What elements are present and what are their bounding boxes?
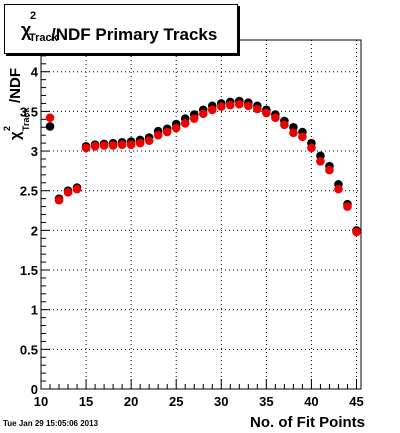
grid xyxy=(40,40,361,390)
data-point-red xyxy=(189,114,199,123)
data-point-red xyxy=(235,99,244,109)
data-point-red xyxy=(180,118,190,128)
data-point-red xyxy=(81,143,91,153)
data-point-red xyxy=(316,157,325,166)
data-point-red xyxy=(271,113,280,123)
y-tick-label: 2.5 xyxy=(20,184,38,199)
x-tick-label: 15 xyxy=(79,394,93,409)
data-point-red xyxy=(307,143,316,153)
y-tick-label: 2 xyxy=(31,223,38,238)
data-point-red xyxy=(253,104,262,114)
y-axis-title-rest: /NDF xyxy=(7,68,24,103)
data-point-red xyxy=(298,132,307,142)
data-point-red xyxy=(244,101,253,111)
y-axis-title-sub: Track xyxy=(21,106,31,131)
title-symbol-group: χ 2 Track xyxy=(21,10,58,44)
data-point-red xyxy=(325,165,334,175)
y-axis-title-symbol: χ xyxy=(7,131,24,140)
title-subscript: Track xyxy=(29,32,58,44)
y-tick-label: 0.5 xyxy=(20,342,38,357)
x-tick-label: 10 xyxy=(34,394,48,409)
x-axis-title: No. of Fit Points xyxy=(250,414,365,431)
data-point-red xyxy=(289,128,298,138)
tick-labels: 10 15 20 25 30 35 40 45 0 0.5 1 1.5 2 2.5 3 3.5 4 xyxy=(20,65,364,409)
data-point-red xyxy=(54,195,64,205)
x-tick-label: 40 xyxy=(304,394,318,409)
chart-title: χ 2 Track /NDF Primary Tracks xyxy=(21,10,218,45)
data-point-red xyxy=(171,123,181,133)
axis-ticks xyxy=(40,47,357,390)
x-tick-label: 35 xyxy=(259,394,273,409)
y-axis-title: χ 2 Track /NDF xyxy=(2,68,31,140)
data-point-red xyxy=(45,113,55,123)
timestamp: Tue Jan 29 15:05:06 2013 xyxy=(3,419,99,428)
title-superscript: 2 xyxy=(30,10,37,22)
data-point-red xyxy=(126,140,136,149)
y-tick-label: 0 xyxy=(31,382,38,397)
y-tick-label: 1 xyxy=(31,303,38,318)
title-rest: /NDF Primary Tracks xyxy=(51,25,218,44)
y-tick-label: 1.5 xyxy=(20,263,38,278)
y-axis-title-sup: 2 xyxy=(2,126,12,131)
x-tick-label: 30 xyxy=(214,394,228,409)
data-point-red xyxy=(280,120,289,130)
data-point-red xyxy=(343,202,352,211)
title-symbol: χ xyxy=(21,20,32,40)
data-point-red xyxy=(99,141,109,150)
data-point-red xyxy=(144,136,154,146)
data-point-red xyxy=(225,100,235,110)
data-point-red xyxy=(135,138,145,148)
data-point-black xyxy=(45,122,55,131)
data-point-red xyxy=(153,130,163,140)
y-tick-label: 4 xyxy=(31,65,39,80)
title-box: χ 2 Track /NDF Primary Tracks xyxy=(4,4,238,54)
x-tick-label: 45 xyxy=(349,394,363,409)
y-tick-label: 3 xyxy=(31,144,38,159)
data-point-red xyxy=(162,127,172,137)
y-tick-label: 3.5 xyxy=(20,104,38,119)
data-point-red xyxy=(216,102,226,111)
data-point-red xyxy=(352,227,361,237)
x-tick-label: 20 xyxy=(124,394,138,409)
data-point-red xyxy=(117,140,127,149)
frame xyxy=(40,39,362,390)
data-points xyxy=(45,96,361,237)
data-point-red xyxy=(90,141,100,151)
x-tick-label: 25 xyxy=(169,394,183,409)
data-point-red xyxy=(72,184,82,194)
data-point-red xyxy=(108,141,118,150)
data-point-red xyxy=(262,108,271,118)
data-point-red xyxy=(63,187,73,197)
data-point-red xyxy=(198,109,208,119)
data-point-red xyxy=(334,184,343,194)
data-point-red xyxy=(207,105,217,115)
